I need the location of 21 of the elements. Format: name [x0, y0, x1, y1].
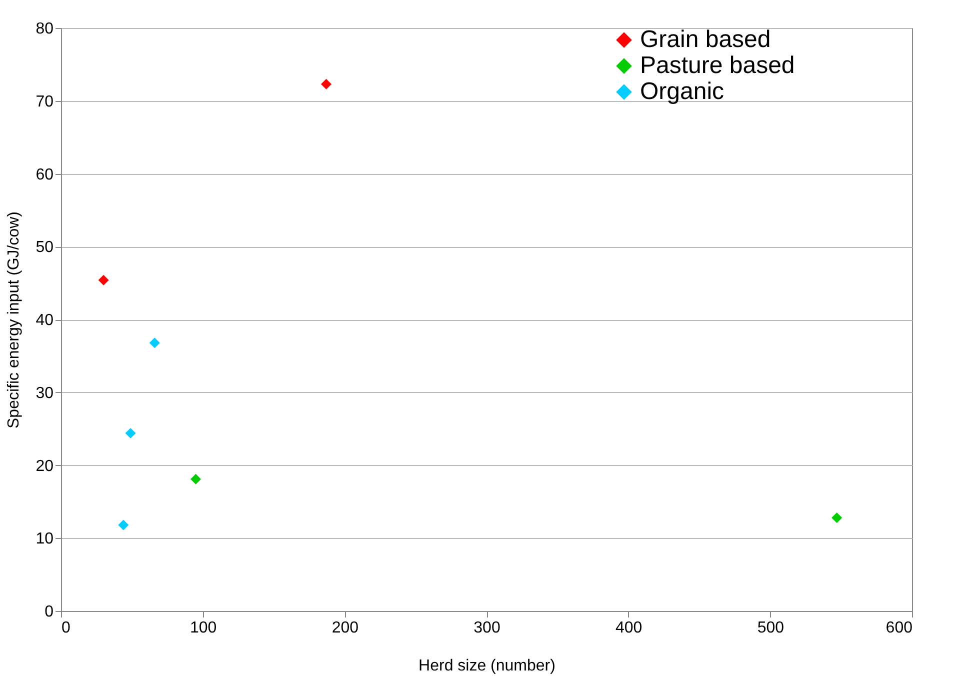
y-tick-label: 30: [36, 384, 54, 402]
y-tick-label: 0: [44, 604, 54, 620]
x-tick-label: 100: [190, 620, 217, 636]
x-tick-label: 600: [886, 620, 913, 636]
y-tick-label: 50: [36, 239, 54, 256]
legend-label: Organic: [640, 78, 724, 105]
y-tick-label: 20: [36, 458, 54, 475]
x-tick-label: 300: [474, 620, 500, 636]
x-tick-label: 200: [332, 620, 359, 636]
y-axis-title: Specific energy input (GJ/cow): [6, 212, 23, 428]
y-tick-label: 80: [36, 20, 54, 38]
x-axis-title: Herd size (number): [418, 658, 556, 674]
y-tick-label: 10: [36, 530, 54, 548]
legend-label: Grain based: [640, 26, 771, 53]
x-tick-label: 400: [615, 620, 642, 636]
x-tick-label: 500: [757, 620, 784, 636]
y-tick-label: 40: [36, 312, 54, 329]
x-tick-label: 0: [62, 620, 70, 636]
y-tick-label: 60: [36, 166, 54, 184]
legend-label: Pasture based: [640, 52, 795, 79]
y-tick-label: 70: [36, 93, 54, 110]
